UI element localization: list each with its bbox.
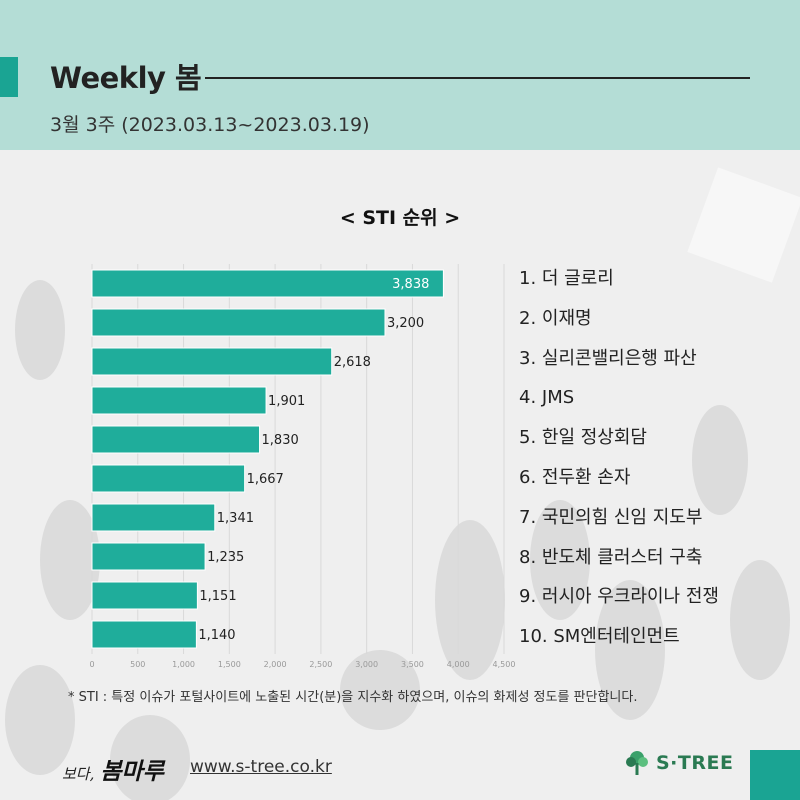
x-tick-label: 4,500 xyxy=(493,660,516,669)
data-label: 3,838 xyxy=(392,277,429,292)
ranking-item: 6. 전두환 손자 xyxy=(519,466,631,488)
bar xyxy=(91,347,333,376)
bar xyxy=(91,542,206,571)
bar xyxy=(91,269,444,298)
brand-logo: 보다, 봄마루 xyxy=(62,752,164,786)
stree-logo: S·TREE xyxy=(622,748,733,778)
logo-text: S·TREE xyxy=(656,752,734,774)
x-tick-label: 2,500 xyxy=(309,660,332,669)
bar xyxy=(91,425,261,454)
data-label: 1,235 xyxy=(207,550,244,565)
website-link[interactable]: www.s-tree.co.kr xyxy=(190,757,332,777)
ranking-item: 2. 이재명 xyxy=(519,307,592,329)
ranking-item: 8. 반도체 클러스터 구축 xyxy=(519,546,703,568)
x-tick-label: 4,000 xyxy=(447,660,470,669)
x-tick-label: 1,500 xyxy=(218,660,241,669)
bar xyxy=(91,620,197,649)
ranking-item: 5. 한일 정상회담 xyxy=(519,427,647,449)
bar xyxy=(91,503,216,532)
chart-title: < STI 순위 > xyxy=(339,207,461,229)
x-tick-label: 1,000 xyxy=(172,660,195,669)
page-title: Weekly 봄 xyxy=(50,61,202,95)
bar xyxy=(91,581,198,610)
footnote: * STI : 특정 이슈가 포털사이트에 노출된 시간(분)을 지수화 하였으… xyxy=(68,690,638,705)
brand-small-text: 보다, xyxy=(62,765,95,783)
header-accent-bar xyxy=(0,57,18,97)
data-label: 1,830 xyxy=(262,433,299,448)
ranking-item: 1. 더 글로리 xyxy=(519,268,614,289)
ranking-list: 1. 더 글로리 2. 이재명 3. 실리콘밸리은행 파산 4. JMS 5. 한일 정… xyxy=(519,264,719,662)
ranking-item: 7. 국민의힘 신임 지도부 xyxy=(519,506,703,528)
x-tick-label: 2,000 xyxy=(264,660,287,669)
data-label: 1,341 xyxy=(217,511,254,526)
ranking-item: 4. JMS xyxy=(519,387,575,409)
data-label: 1,901 xyxy=(268,394,305,409)
ranking-item: 9. 러시아 우크라이나 전쟁 xyxy=(519,586,719,608)
ranking-item: 10. SM엔터테인먼트 xyxy=(519,626,680,648)
x-tick-label: 3,000 xyxy=(355,660,378,669)
date-range: 3월 3주 (2023.03.13~2023.03.19) xyxy=(50,114,370,136)
bar xyxy=(91,386,267,415)
data-label: 1,667 xyxy=(247,472,284,487)
data-label: 3,200 xyxy=(387,316,424,331)
brand-name: 봄마루 xyxy=(100,758,164,785)
ranking-item: 3. 실리콘밸리은행 파산 xyxy=(519,347,697,369)
tree-icon xyxy=(626,751,648,775)
x-tick-label: 0 xyxy=(89,660,94,669)
data-label: 1,140 xyxy=(198,628,235,643)
title-divider xyxy=(205,77,750,79)
x-tick-label: 500 xyxy=(130,660,145,669)
x-tick-label: 3,500 xyxy=(401,660,424,669)
header-banner: Weekly 봄 3월 3주 (2023.03.13~2023.03.19) xyxy=(0,0,800,150)
data-label: 2,618 xyxy=(334,355,371,370)
bar xyxy=(91,308,386,337)
data-label: 1,151 xyxy=(199,589,236,604)
corner-accent xyxy=(750,750,800,800)
bar xyxy=(91,464,246,493)
